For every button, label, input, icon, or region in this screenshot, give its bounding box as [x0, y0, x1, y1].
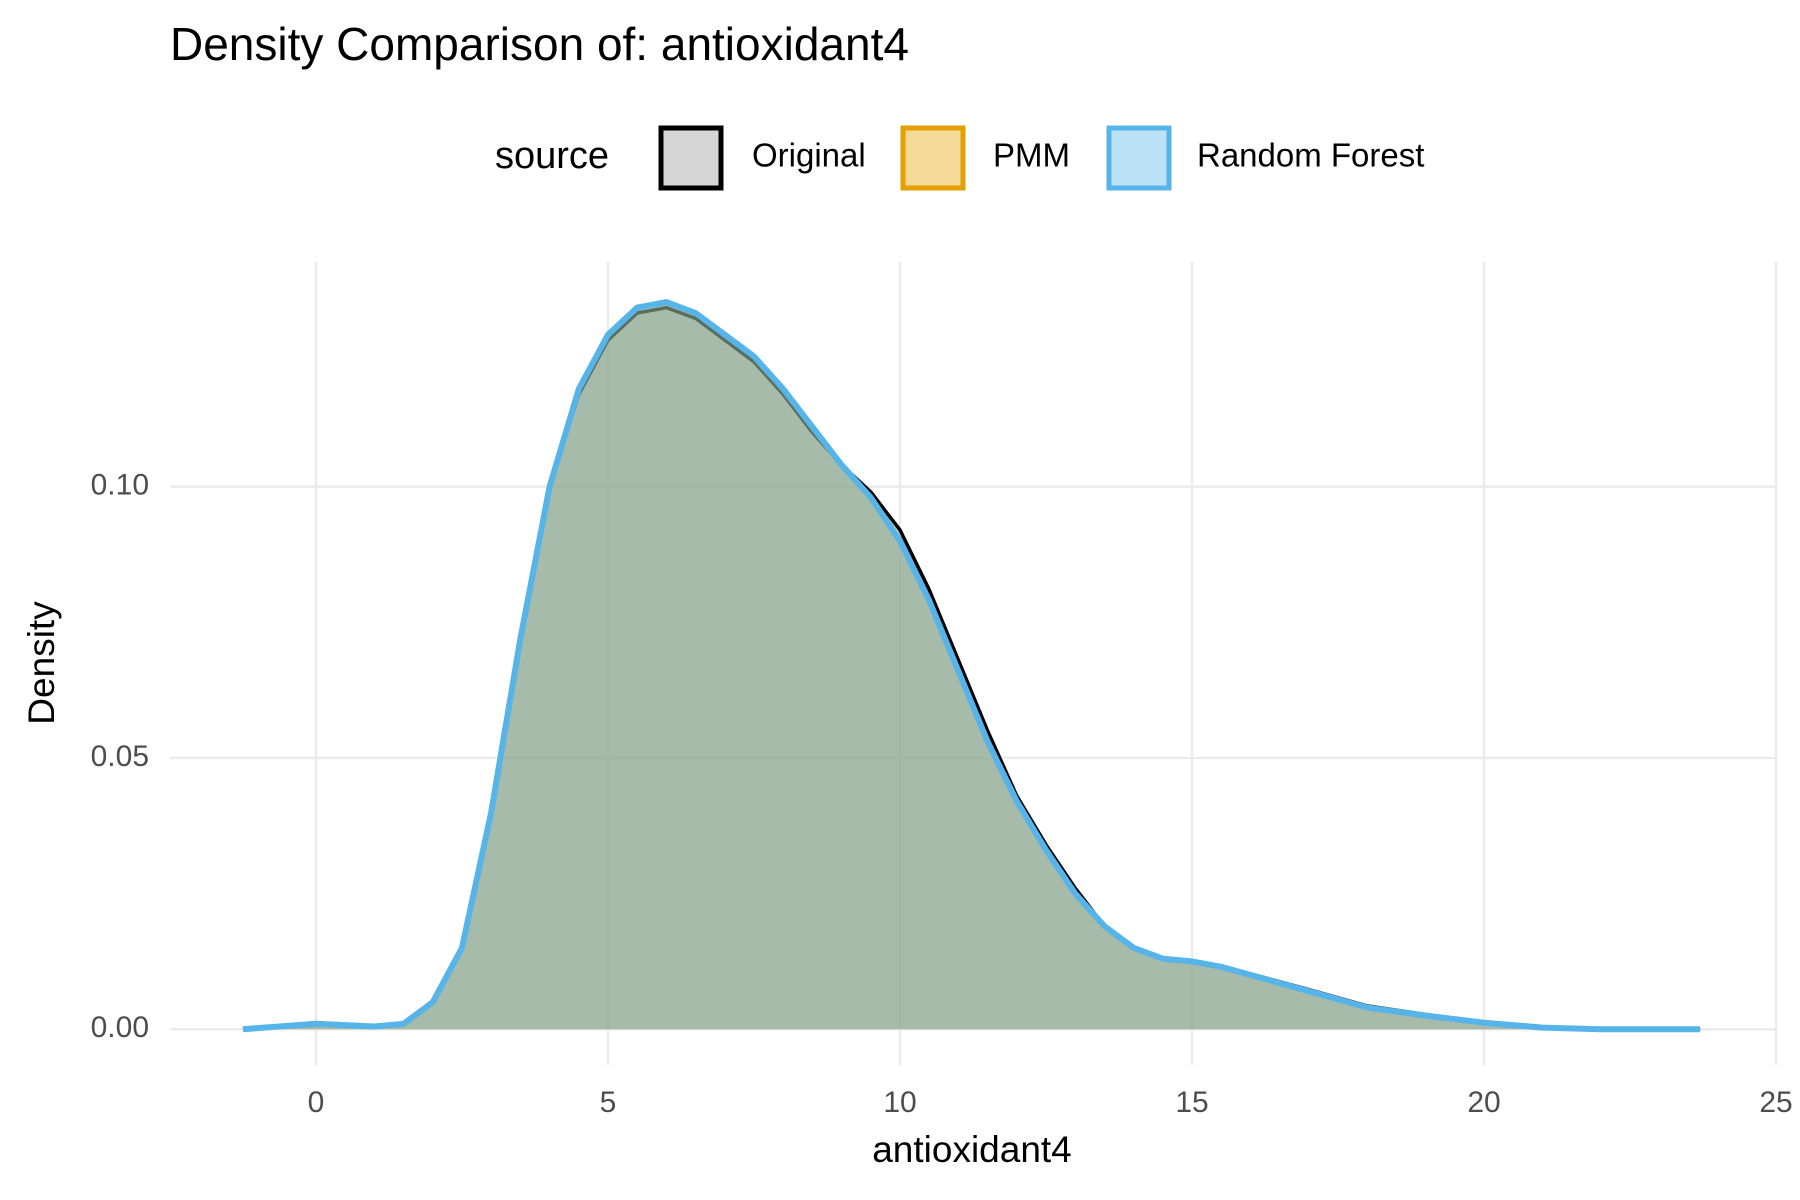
density-line [242, 299, 1701, 1033]
legend-title: source [495, 135, 609, 177]
legend-key [658, 125, 724, 191]
x-axis-title: antioxidant4 [872, 1129, 1072, 1170]
legend-label: Original [752, 137, 866, 174]
x-tick-label: 15 [1175, 1086, 1208, 1119]
x-tick-label: 20 [1467, 1086, 1500, 1119]
density-area [243, 307, 1701, 1030]
density-area [243, 302, 1701, 1030]
x-tick-label: 5 [600, 1086, 617, 1119]
chart-title: Density Comparison of: antioxidant4 [170, 18, 909, 70]
y-tick-label: 0.10 [91, 469, 149, 502]
legend-key [900, 125, 966, 191]
x-tick-label: 10 [883, 1086, 916, 1119]
y-tick-label: 0.05 [91, 740, 149, 773]
density-area [243, 302, 1701, 1030]
legend-label: PMM [993, 137, 1070, 174]
x-tick-label: 0 [308, 1086, 325, 1119]
y-axis-title: Density [21, 601, 62, 725]
y-tick-label: 0.00 [91, 1011, 149, 1044]
x-tick-label: 25 [1759, 1086, 1792, 1119]
legend-key [1106, 125, 1172, 191]
legend-label: Random Forest [1197, 137, 1424, 174]
